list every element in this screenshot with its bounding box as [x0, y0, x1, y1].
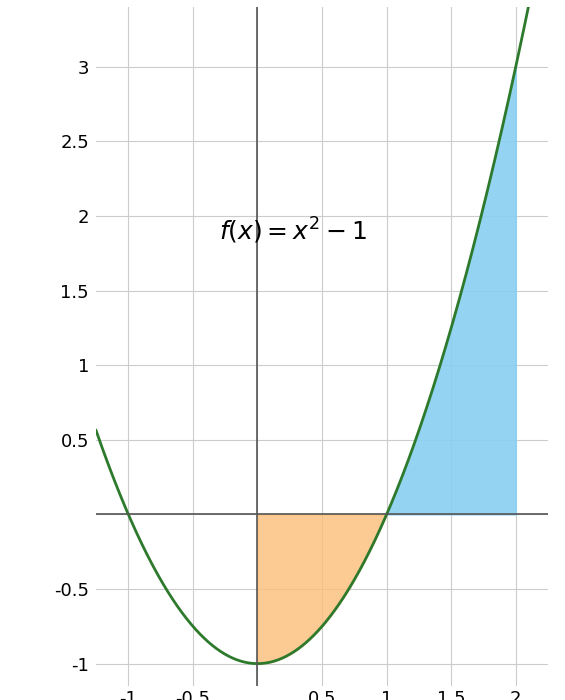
Text: $f(x) = x^2 - 1$: $f(x) = x^2 - 1$ [219, 216, 367, 246]
